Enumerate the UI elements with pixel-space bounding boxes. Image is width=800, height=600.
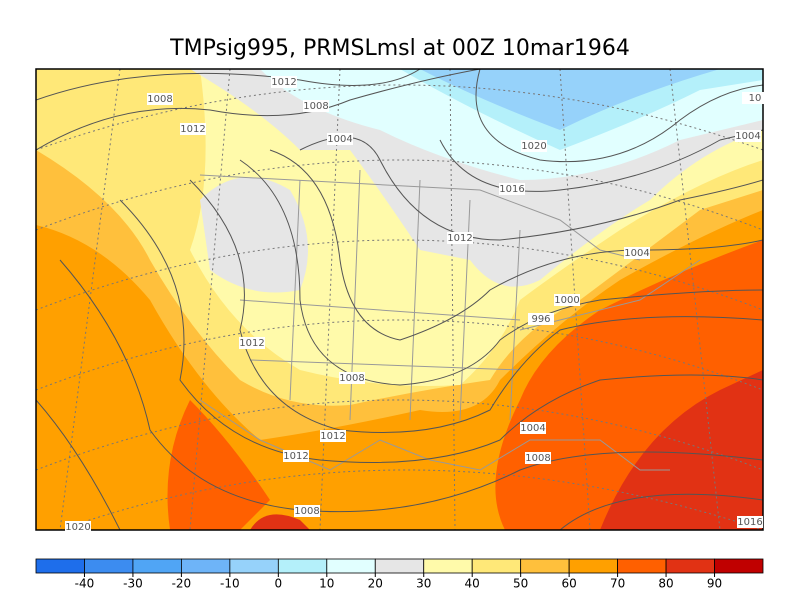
colorbar-box [665,558,715,574]
contour-label: 1020 [521,141,546,152]
colorbar-box [714,558,764,574]
colorbar-tick-label: 40 [465,577,480,591]
colorbar-tick-label: 50 [513,577,528,591]
contour-label: 1004 [327,134,352,145]
contour-label: 1008 [294,506,319,517]
colorbar-box [617,558,667,574]
colorbar-tick-label: -40 [75,577,95,591]
colorbar-box [568,558,619,574]
contour-label-box [180,123,206,135]
colorbar-box [471,558,522,574]
colorbar-box [423,558,473,574]
contour-label-box [327,133,353,145]
contour-label-box [624,247,650,259]
contour-label-box [525,452,551,464]
contour-label-box [65,521,91,533]
colorbar-box [180,558,231,574]
contour-label: 1012 [447,233,472,244]
contour-label-box [520,422,546,434]
contour-label-box [147,93,173,105]
contour-label-box [271,76,297,88]
colorbar-box [277,558,328,574]
contour-label-box [320,430,346,442]
contour-label: 1020 [65,522,90,533]
contour-label: 1016 [737,517,762,528]
contour-label-box [283,450,309,462]
colorbar-tick-label: -30 [123,577,143,591]
colorbar-box [84,558,134,574]
contour-label: 1004 [735,131,760,142]
colorbar-tick-label: 60 [561,577,576,591]
temperature-region [420,69,720,130]
contour-labels: 1012 1008 1008 1012 1004 1020 1016 1012 1004 1000… [65,76,768,533]
contour-label-box [528,313,554,325]
colorbar-tick-label: -10 [220,577,240,591]
colorbar-tick-label: 70 [610,577,625,591]
map-title: TMPsig995, PRMSLmsl at 00Z 10mar1964 [169,36,630,61]
contour-label: 1012 [271,77,296,88]
contour-label: 1004 [624,248,649,259]
contour-label-box [339,372,365,384]
contour-label-box [737,516,763,528]
contour-label: 1008 [339,373,364,384]
colorbar-box [132,558,182,574]
boundaries [199,169,701,471]
contour-label: 996 [531,314,550,325]
map-frame [35,68,764,531]
contour-label-box [554,294,580,306]
contour-label: 1008 [147,94,172,105]
colorbar-tick-label: 30 [416,577,431,591]
colorbar-box [520,558,570,574]
contour-label-box [735,130,761,142]
colorbar-tick-label: 10 [319,577,334,591]
contour-label: 1008 [303,101,328,112]
contour-label: 1000 [554,295,579,306]
colorbar: -40 -30 -20 -10 0 10 20 30 40 50 60 70 80 90 [35,558,764,591]
contour-label-box [294,505,320,517]
contour-label-box [447,232,473,244]
contour-label-box [239,337,265,349]
contour-label: 1008 [525,453,550,464]
contour-label: 1016 [499,184,524,195]
temperature-region [600,370,763,530]
contour-label: 1004 [520,423,545,434]
colorbar-tick-label: 80 [658,577,673,591]
contour-label: 1012 [320,431,345,442]
colorbar-tick-label: 20 [368,577,383,591]
colorbar-tick-label: 90 [707,577,722,591]
contour-label: 10 [749,93,762,104]
colorbar-box [229,558,279,574]
contour-label-box [742,92,768,104]
contour-label-box [521,140,547,152]
colorbar-tick-label: 0 [275,577,283,591]
colorbar-box [35,558,85,574]
colorbar-box [326,558,376,574]
contour-label: 1012 [239,338,264,349]
contour-label-box [499,183,525,195]
colorbar-tick-label: -20 [172,577,192,591]
contour-label: 1012 [283,451,308,462]
colorbar-box [374,558,425,574]
temperature-region [250,514,310,530]
contour-label-box [303,100,329,112]
contour-label: 1012 [180,124,205,135]
